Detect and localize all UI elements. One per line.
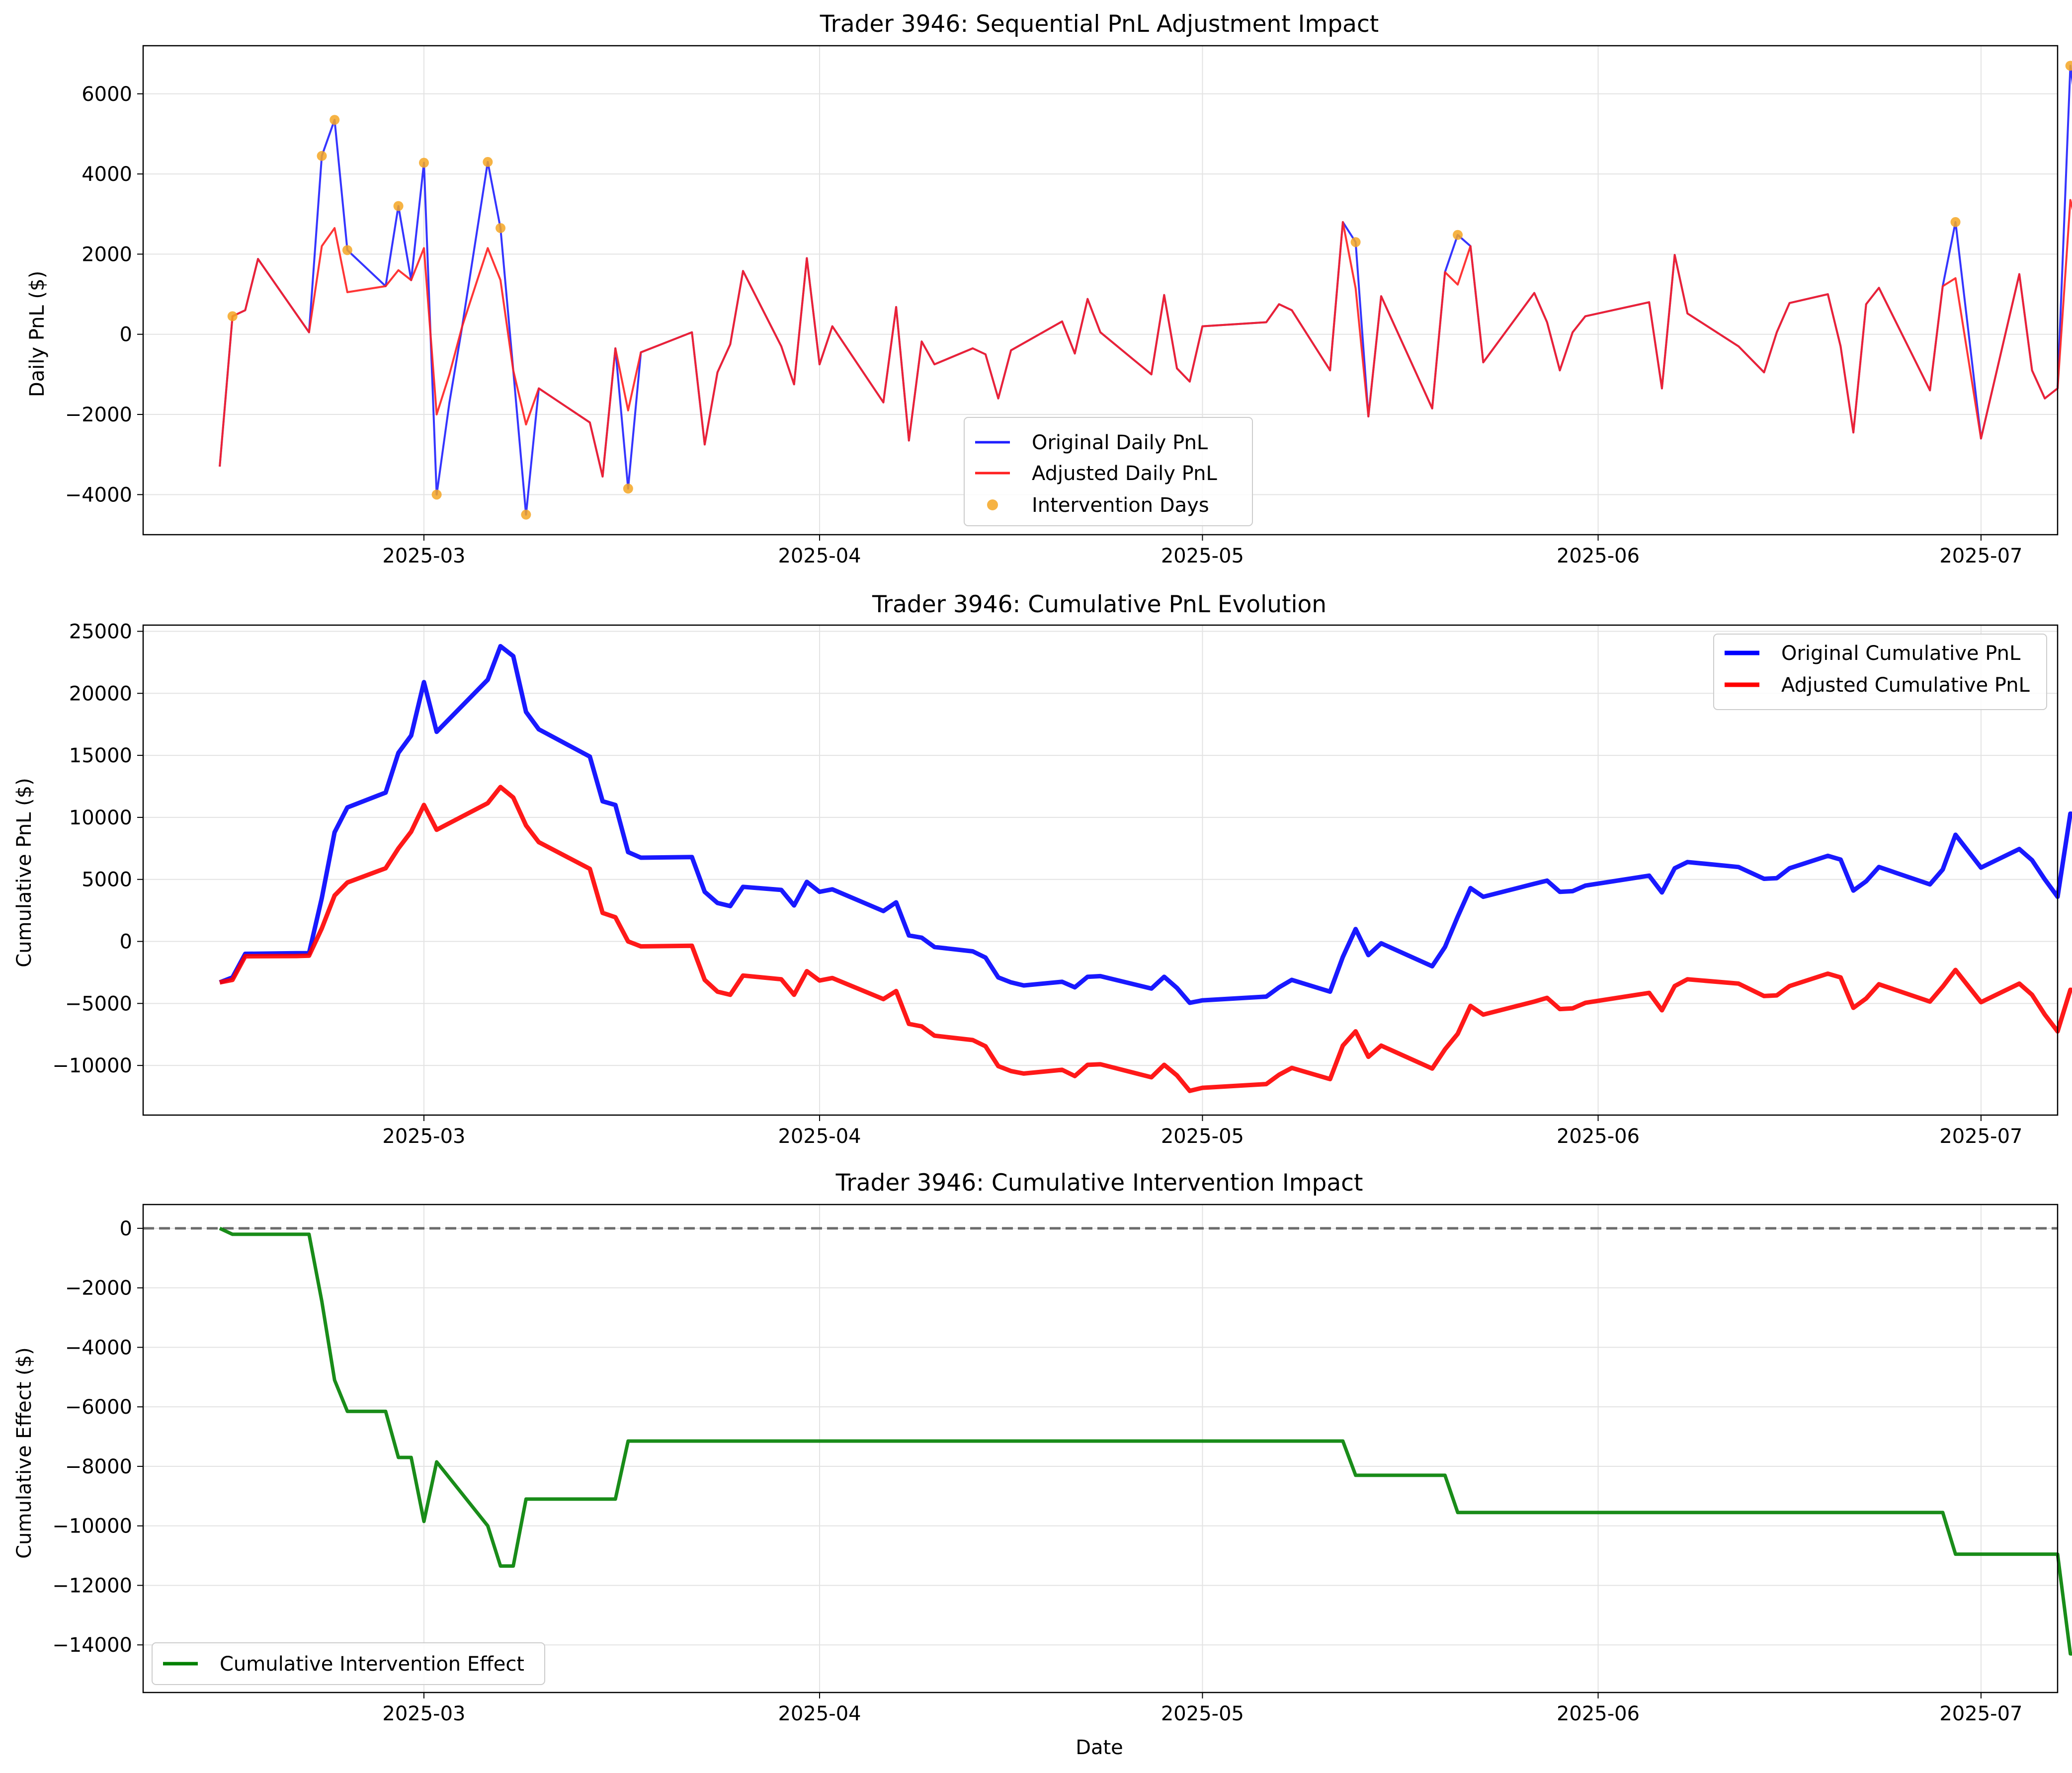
plot-area: −14000 −12000 −10000 −8000 −6000 −4000 −2000 0 2… — [52, 1204, 2072, 1725]
y-tick-label: −2000 — [65, 1277, 132, 1300]
point-intervention-days — [496, 223, 506, 233]
panel-title: Trader 3946: Cumulative PnL Evolution — [872, 591, 1326, 618]
line-adjusted-cumulative-pnl — [219, 785, 2072, 1093]
point-intervention-days — [330, 115, 340, 125]
point-intervention-days — [1350, 237, 1361, 247]
point-intervention-days — [521, 509, 531, 520]
x-tick-label: 2025-06 — [1557, 1702, 1640, 1725]
x-tick-label: 2025-03 — [382, 545, 465, 567]
y-tick-label: 5000 — [82, 869, 132, 891]
y-tick-label: 4000 — [82, 163, 132, 186]
y-tick-label: −4000 — [65, 1336, 132, 1359]
y-tick-label: 0 — [120, 1217, 132, 1240]
point-intervention-days — [418, 158, 429, 168]
axes-frame — [142, 1204, 2059, 1693]
x-tick-label: 2025-07 — [1939, 1702, 2022, 1725]
y-tick-label: 20000 — [69, 682, 132, 705]
axes-frame — [142, 45, 2059, 536]
y-tick-label: −8000 — [65, 1455, 132, 1478]
point-intervention-days — [623, 484, 633, 494]
y-tick-label: −10000 — [52, 1054, 132, 1077]
point-intervention-days — [317, 151, 327, 161]
y-tick-label: −10000 — [52, 1515, 132, 1538]
point-intervention-days — [431, 489, 442, 500]
x-tick-label: 2025-03 — [382, 1702, 465, 1725]
y-tick-label: −14000 — [52, 1634, 132, 1657]
x-tick-label: 2025-05 — [1161, 1125, 1244, 1148]
daily-pnl-panel: Trader 3946: Sequential PnL Adjustment I… — [26, 10, 2072, 567]
y-tick-label: −12000 — [52, 1574, 132, 1597]
y-tick-label: −5000 — [65, 992, 132, 1015]
x-tick-label: 2025-03 — [382, 1125, 465, 1148]
y-tick-label: 2000 — [82, 243, 132, 266]
line-adjusted-daily-pnl — [219, 199, 2072, 478]
x-tick-label: 2025-07 — [1939, 545, 2022, 567]
y-tick-label: 10000 — [69, 806, 132, 829]
legend-label-intervention-days: Intervention Days — [1032, 494, 1209, 517]
y-tick-label: 6000 — [82, 83, 132, 106]
point-intervention-days — [1950, 217, 1961, 227]
x-tick-label: 2025-05 — [1161, 545, 1244, 567]
x-tick-label: 2025-06 — [1557, 1125, 1640, 1148]
legend-label-original-cumulative: Original Cumulative PnL — [1781, 642, 2021, 665]
cumulative-pnl-panel: Trader 3946: Cumulative PnL Evolution Cu… — [13, 591, 2072, 1148]
x-tick-label: 2025-04 — [778, 1702, 861, 1725]
legend-label-adjusted-daily: Adjusted Daily PnL — [1032, 462, 1217, 485]
legend: Original Daily PnL Adjusted Daily PnL In… — [964, 417, 1253, 526]
legend-label-original-daily: Original Daily PnL — [1032, 431, 1208, 454]
point-intervention-days — [227, 311, 238, 322]
x-tick-label: 2025-06 — [1557, 545, 1640, 567]
panel-title: Trader 3946: Cumulative Intervention Imp… — [835, 1169, 1363, 1197]
y-axis-label: Cumulative Effect ($) — [13, 1347, 36, 1559]
legend-swatch-intervention-days — [987, 499, 998, 510]
line-original-cumulative-pnl — [219, 644, 2072, 1005]
y-tick-label: −6000 — [65, 1396, 132, 1419]
y-tick-label: 15000 — [69, 744, 132, 767]
x-tick-label: 2025-07 — [1939, 1125, 2022, 1148]
y-tick-label: −4000 — [65, 484, 132, 506]
legend-label-intervention-effect: Cumulative Intervention Effect — [220, 1653, 524, 1676]
intervention-impact-panel: Trader 3946: Cumulative Intervention Imp… — [13, 1169, 2072, 1759]
y-tick-label: −2000 — [65, 403, 132, 426]
axes-frame — [142, 624, 2059, 1116]
point-intervention-days — [1453, 230, 1463, 240]
y-axis-label: Daily PnL ($) — [26, 271, 49, 397]
line-cumulative-intervention-effect — [219, 1226, 2072, 1656]
panel-title: Trader 3946: Sequential PnL Adjustment I… — [820, 10, 1379, 38]
legend: Original Cumulative PnL Adjusted Cumulat… — [1713, 634, 2047, 710]
x-tick-label: 2025-04 — [778, 1125, 861, 1148]
point-intervention-days — [393, 201, 404, 211]
legend: Cumulative Intervention Effect — [152, 1642, 545, 1685]
plot-area: −10000 −5000 0 5000 10000 15000 20000 25000 2025… — [52, 620, 2072, 1148]
point-intervention-days — [483, 157, 493, 167]
x-axis-label: Date — [1076, 1736, 1123, 1759]
y-tick-label: 25000 — [69, 620, 132, 643]
point-intervention-days — [2065, 61, 2072, 71]
y-tick-label: 0 — [120, 323, 132, 346]
y-tick-label: 0 — [120, 931, 132, 954]
x-tick-label: 2025-04 — [778, 545, 861, 567]
legend-label-adjusted-cumulative: Adjusted Cumulative PnL — [1781, 674, 2030, 697]
y-axis-label: Cumulative PnL ($) — [13, 778, 36, 967]
point-intervention-days — [342, 245, 352, 255]
x-tick-label: 2025-05 — [1161, 1702, 1244, 1725]
